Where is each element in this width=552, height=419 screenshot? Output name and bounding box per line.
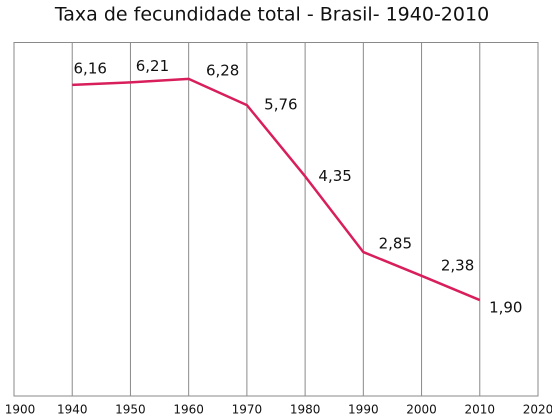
x-tick-label: 1970 [232, 403, 263, 417]
data-label: 6,16 [74, 59, 107, 77]
x-tick-label: 1980 [290, 403, 321, 417]
x-tick-label: 2010 [465, 403, 496, 417]
data-label: 4,35 [318, 167, 351, 185]
data-label: 2,85 [379, 235, 412, 253]
x-tick-label: 2000 [406, 403, 437, 417]
x-tick-label: 1900 [5, 403, 36, 417]
data-label: 2,38 [441, 256, 474, 274]
x-tick-label: 2020 [523, 403, 552, 417]
x-tick-label: 1990 [348, 403, 379, 417]
data-label: 6,28 [206, 61, 239, 79]
x-tick-label: 1950 [115, 403, 146, 417]
x-tick-label: 1960 [173, 403, 204, 417]
plot-frame [13, 42, 539, 397]
chart-title: Taxa de fecundidade total - Brasil- 1940… [54, 4, 489, 26]
data-label: 5,76 [264, 96, 297, 114]
data-label: 6,21 [136, 57, 169, 75]
data-line [72, 77, 481, 302]
x-tick-label: 1940 [57, 403, 88, 417]
data-label: 1,90 [489, 299, 522, 317]
